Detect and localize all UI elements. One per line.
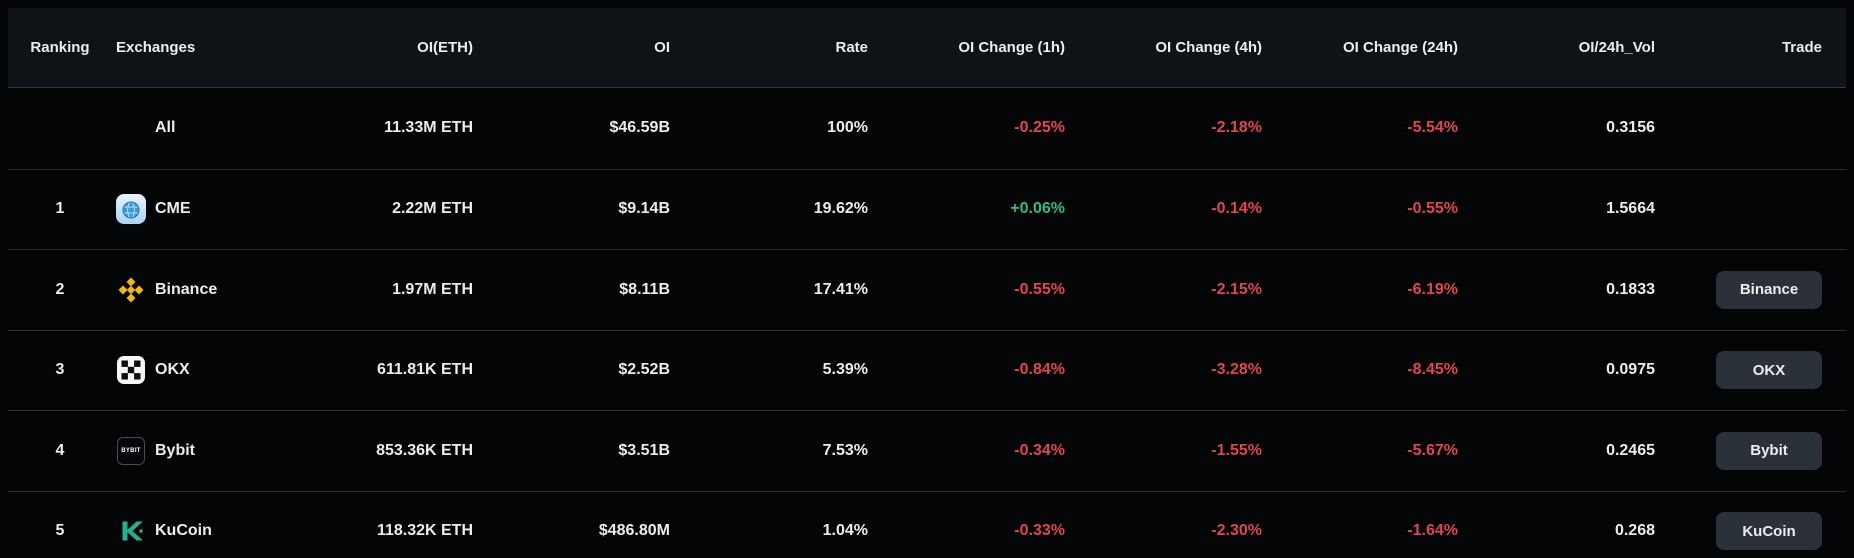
oi-value: $9.14B xyxy=(618,200,670,218)
column-header-trade: Trade xyxy=(1781,39,1822,56)
oi-change-24h-value: -5.67% xyxy=(1407,441,1458,459)
exchange-cell: OKX xyxy=(112,331,302,411)
oi-value: $2.52B xyxy=(618,361,670,379)
oi-change-4h-value: -1.55% xyxy=(1211,441,1262,459)
oi-change-24h-value: -6.19% xyxy=(1407,280,1458,298)
rank-cell: 4 xyxy=(55,441,65,459)
table-header-row: Ranking Exchanges OI(ETH) OI Rate OI Cha… xyxy=(8,8,1846,88)
rate-value: 19.62% xyxy=(813,200,868,218)
rank-cell xyxy=(8,88,112,169)
oi-change-4h-value: -2.18% xyxy=(1211,119,1262,137)
column-header-oi-change-4h: OI Change (4h) xyxy=(1155,39,1262,56)
table-row-okx: 3 OKX 611.81K ETH $2.52B 5.39% -0.84% xyxy=(8,329,1846,411)
rank-cell: 3 xyxy=(55,361,65,379)
oi-24h-vol-value: 0.0975 xyxy=(1606,361,1655,379)
table-row-kucoin: 5 KuCoin 118.32K ETH $486.80M 1.04% -0.3… xyxy=(8,490,1846,558)
exchange-cell: Binance xyxy=(112,250,302,330)
oi-change-1h-value: -0.25% xyxy=(1014,119,1065,137)
exchange-cell: All xyxy=(112,88,302,169)
exchange-cell: KuCoin xyxy=(112,492,302,558)
oi-24h-vol-value: 0.2465 xyxy=(1606,441,1655,459)
bybit-icon: BYBIT xyxy=(116,436,146,466)
rank-cell: 5 xyxy=(55,522,65,540)
oi-change-24h-value: -0.55% xyxy=(1407,200,1458,218)
table-row-binance: 2 Binance 1.97M ETH $8.11B 17.41% -0.55%… xyxy=(8,249,1846,330)
rate-value: 17.41% xyxy=(813,280,868,298)
rate-value: 5.39% xyxy=(822,361,868,379)
oi-change-1h-value: -0.34% xyxy=(1014,441,1065,459)
oi-eth-value: 1.97M ETH xyxy=(392,280,473,298)
exchange-name: All xyxy=(155,119,176,137)
oi-change-1h-value: -0.33% xyxy=(1014,522,1065,540)
table-row-cme: 1 CME 2.22M ETH xyxy=(8,168,1846,250)
okx-icon xyxy=(116,355,146,385)
oi-24h-vol-value: 0.1833 xyxy=(1606,280,1655,298)
column-header-oi-change-1h: OI Change (1h) xyxy=(958,39,1065,56)
column-header-oi-change-24h: OI Change (24h) xyxy=(1342,39,1458,56)
rate-value: 1.04% xyxy=(822,522,868,540)
trade-button[interactable]: KuCoin xyxy=(1716,512,1822,551)
column-header-ranking: Ranking xyxy=(30,39,90,56)
column-header-exchanges: Exchanges xyxy=(116,39,196,56)
rate-value: 100% xyxy=(827,119,868,137)
column-header-rate: Rate xyxy=(835,39,868,56)
no-icon xyxy=(116,113,146,143)
oi-value: $8.11B xyxy=(619,280,670,298)
oi-eth-value: 853.36K ETH xyxy=(376,441,473,459)
oi-change-4h-value: -2.30% xyxy=(1211,522,1262,540)
open-interest-table: Ranking Exchanges OI(ETH) OI Rate OI Cha… xyxy=(8,8,1846,558)
oi-24h-vol-value: 1.5664 xyxy=(1606,200,1655,218)
oi-change-4h-value: -3.28% xyxy=(1211,361,1262,379)
column-header-oi-eth: OI(ETH) xyxy=(417,39,473,56)
oi-eth-value: 118.32K ETH xyxy=(376,522,473,540)
oi-change-4h-value: -2.15% xyxy=(1211,280,1262,298)
oi-value: $3.51B xyxy=(618,441,670,459)
table-row-bybit: 4 BYBIT Bybit 853.36K ETH $3.51B 7.53% -… xyxy=(8,410,1846,491)
exchange-name: OKX xyxy=(155,361,190,379)
oi-eth-value: 11.33M ETH xyxy=(384,119,473,137)
trade-button[interactable]: OKX xyxy=(1716,351,1822,390)
exchange-cell: CME xyxy=(112,170,302,250)
exchange-name: KuCoin xyxy=(155,522,212,540)
oi-change-1h-value: -0.55% xyxy=(1014,280,1065,298)
exchange-name: Bybit xyxy=(155,441,195,459)
trade-button[interactable]: Bybit xyxy=(1716,431,1822,470)
oi-value: $486.80M xyxy=(598,522,670,540)
oi-change-24h-value: -5.54% xyxy=(1407,119,1458,137)
rank-cell: 1 xyxy=(55,200,65,218)
oi-24h-vol-value: 0.268 xyxy=(1614,522,1655,540)
oi-eth-value: 611.81K ETH xyxy=(376,361,473,379)
cme-globe-icon xyxy=(116,194,146,225)
table-row-all: All 11.33M ETH $46.59B 100% -0.25% -2.18… xyxy=(8,88,1846,169)
exchange-name: Binance xyxy=(155,280,218,298)
rank-cell: 2 xyxy=(55,280,65,298)
exchange-cell: BYBIT Bybit xyxy=(112,411,302,491)
column-header-oi-24h-vol: OI/24h_Vol xyxy=(1578,39,1655,56)
oi-eth-value: 2.22M ETH xyxy=(392,200,473,218)
column-header-oi: OI xyxy=(654,39,670,56)
trade-button[interactable]: Binance xyxy=(1716,270,1822,309)
oi-change-24h-value: -1.64% xyxy=(1407,522,1458,540)
oi-change-1h-value: -0.84% xyxy=(1014,361,1065,379)
oi-change-4h-value: -0.14% xyxy=(1211,200,1262,218)
exchange-name: CME xyxy=(155,200,191,218)
oi-change-1h-value: +0.06% xyxy=(1010,200,1065,218)
kucoin-icon xyxy=(116,516,146,546)
oi-24h-vol-value: 0.3156 xyxy=(1606,119,1655,137)
rate-value: 7.53% xyxy=(822,441,868,459)
binance-icon xyxy=(116,275,146,305)
oi-change-24h-value: -8.45% xyxy=(1407,361,1458,379)
oi-value: $46.59B xyxy=(609,119,671,137)
